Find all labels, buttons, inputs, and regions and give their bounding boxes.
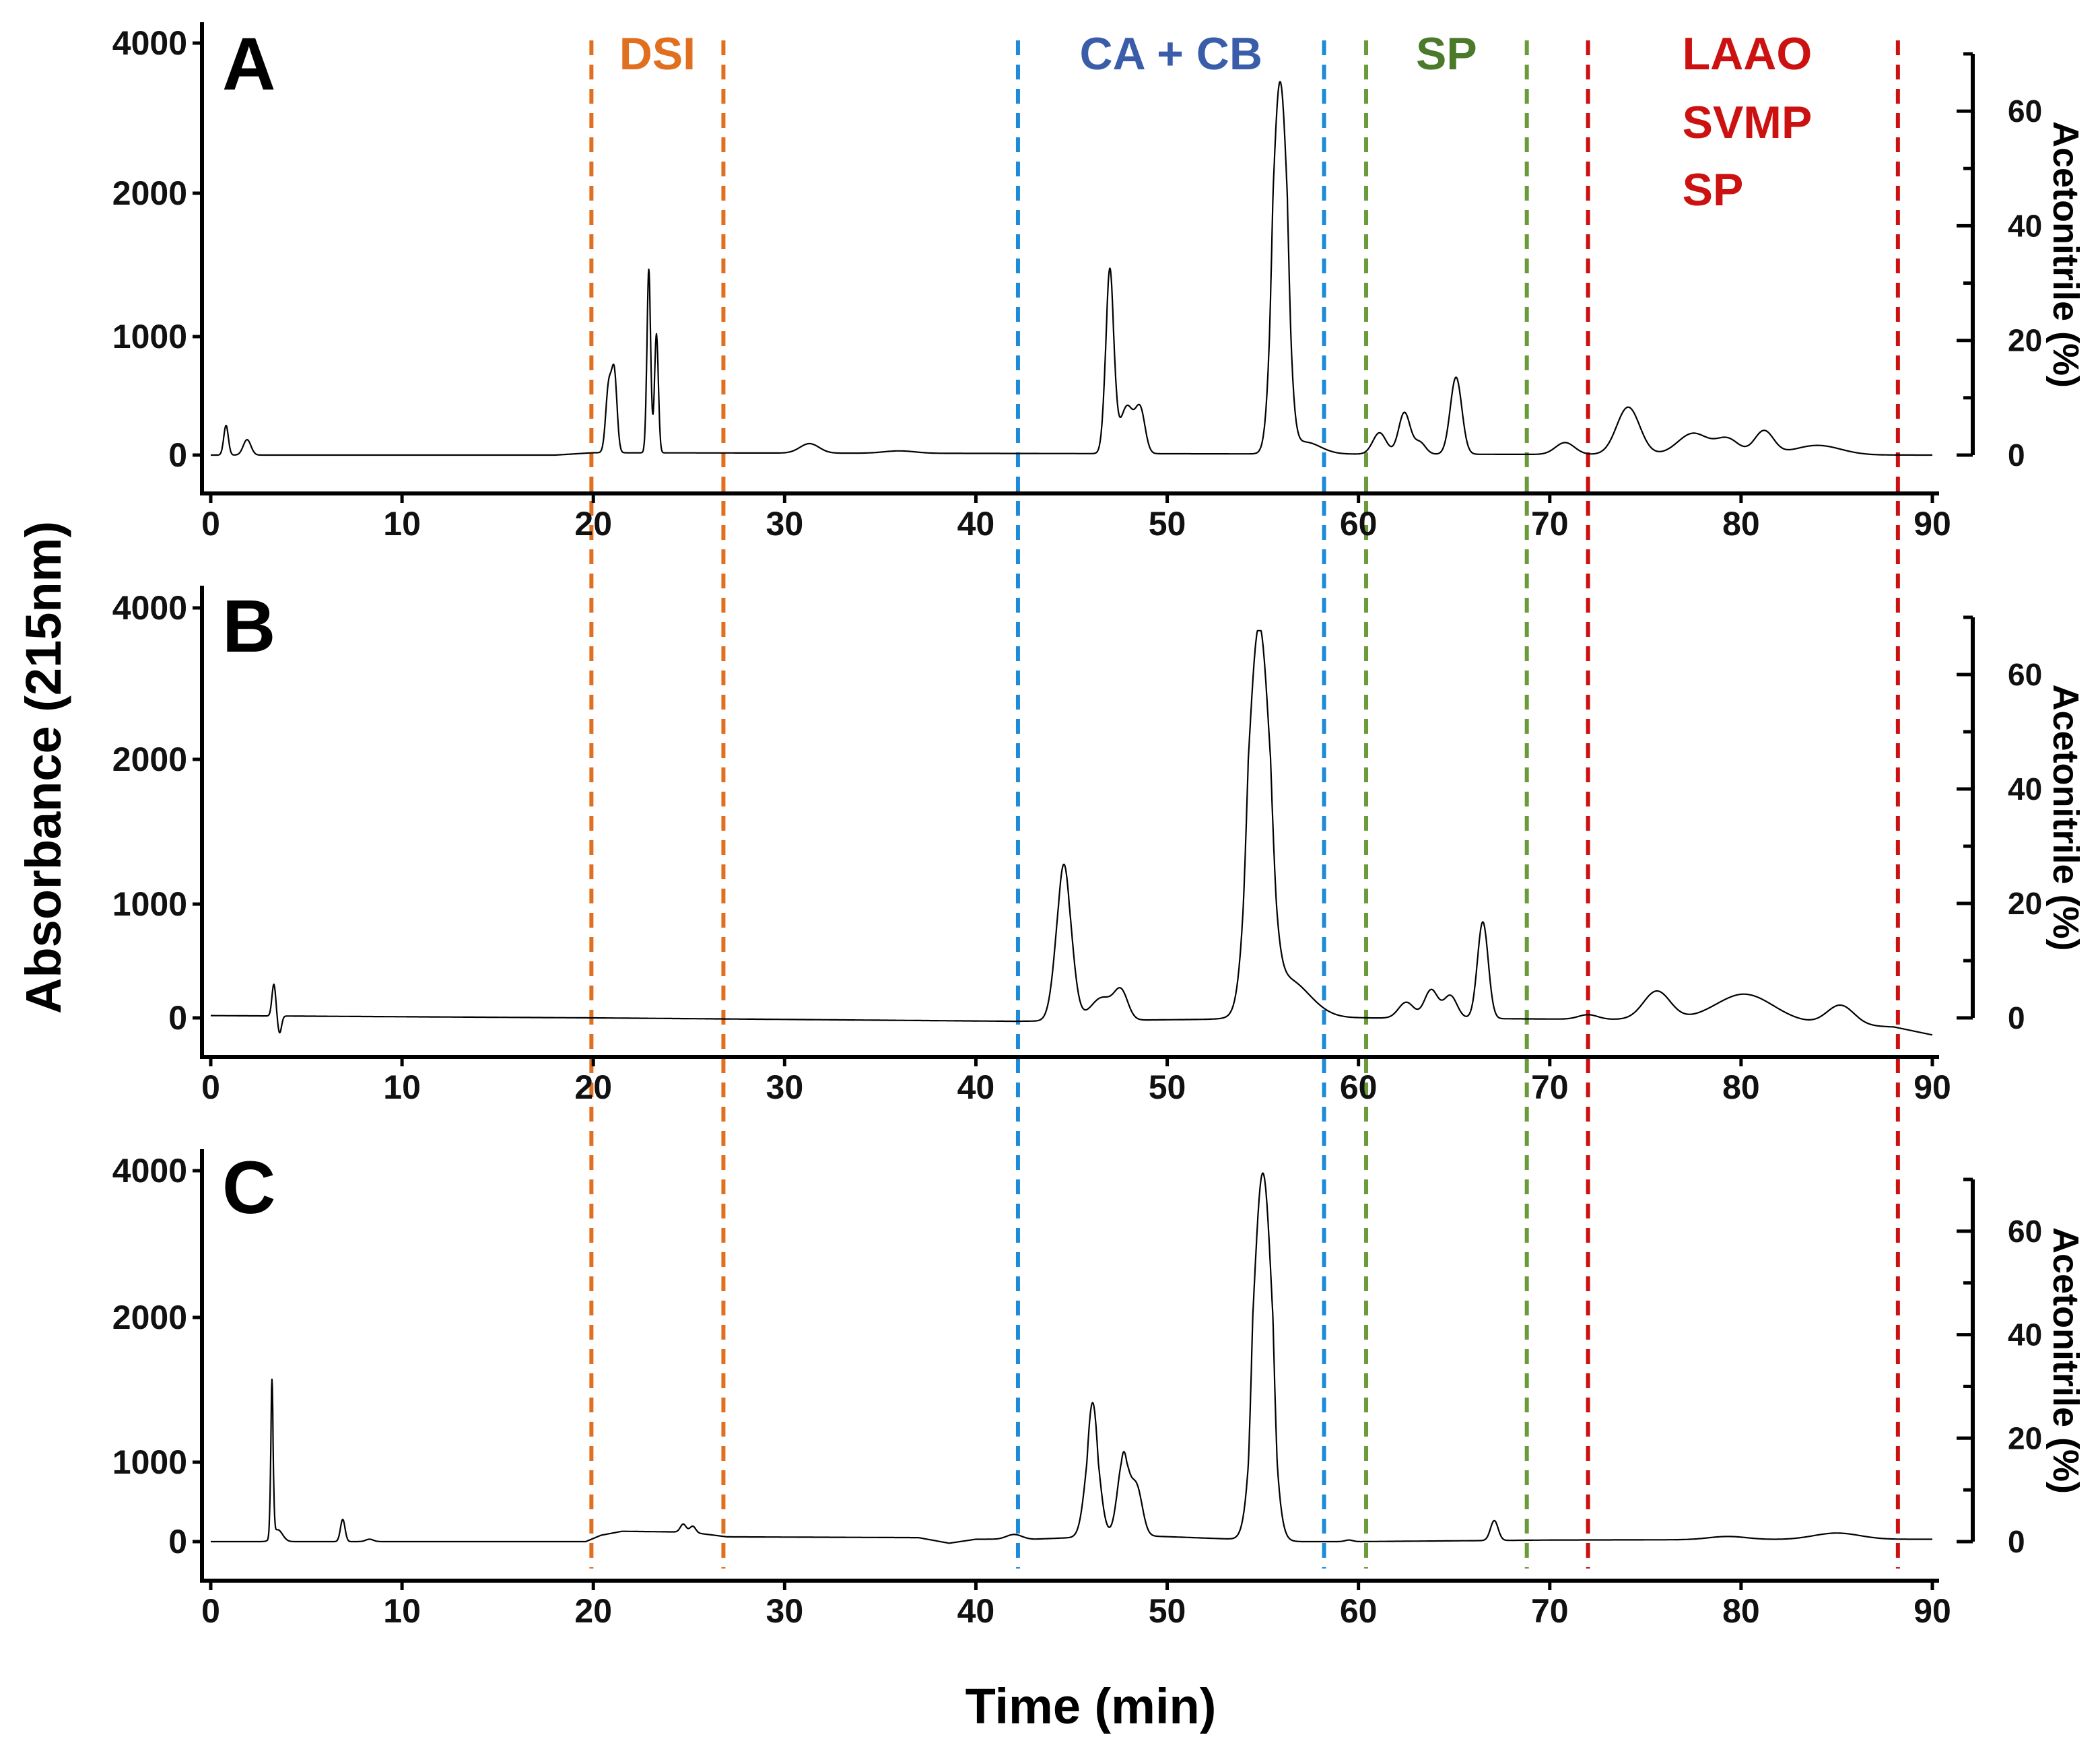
x-tick-label: 80	[1722, 505, 1760, 543]
x-tick-label: 30	[766, 505, 804, 543]
right-tick-label: 40	[2008, 771, 2042, 806]
y-tick-label: 1000	[112, 885, 187, 923]
y-tick-label: 1000	[112, 1443, 187, 1481]
x-tick-label: 60	[1340, 1592, 1378, 1630]
right-tick-label: 0	[2008, 1000, 2025, 1035]
y-tick-label: 0	[168, 999, 187, 1037]
x-tick-label: 30	[766, 1068, 804, 1106]
right-tick-label: 60	[2008, 1214, 2042, 1249]
x-tick-label: 40	[957, 505, 995, 543]
chromatogram-trace	[210, 629, 1933, 1036]
x-tick-label: 90	[1913, 505, 1951, 543]
x-tick-label: 30	[766, 1592, 804, 1630]
region-label: SP	[1683, 164, 1744, 215]
right-tick-label: 40	[2008, 1317, 2042, 1352]
region-label: DSI	[619, 28, 696, 79]
x-tick-label: 70	[1531, 1068, 1569, 1106]
x-axis-title: Time (min)	[966, 1678, 1217, 1734]
right-tick-label: 60	[2008, 94, 2042, 129]
panel-label: A	[222, 23, 275, 106]
y-tick-label: 4000	[112, 1152, 187, 1190]
y-tick-label: 4000	[112, 589, 187, 627]
x-tick-label: 60	[1340, 505, 1378, 543]
y-tick-label: 4000	[112, 24, 187, 62]
region-label: SVMP	[1683, 97, 1813, 148]
panel-label: C	[222, 1146, 275, 1229]
right-axis-title: Acetonitrile (%)	[2045, 684, 2086, 951]
right-tick-label: 20	[2008, 886, 2042, 921]
x-tick-label: 80	[1722, 1592, 1760, 1630]
right-tick-label: 60	[2008, 657, 2042, 692]
x-tick-label: 20	[574, 1592, 612, 1630]
right-tick-label: 20	[2008, 1420, 2042, 1455]
right-tick-label: 0	[2008, 438, 2025, 473]
y-tick-label: 2000	[112, 741, 187, 778]
right-tick-label: 40	[2008, 208, 2042, 243]
x-tick-label: 10	[383, 1592, 421, 1630]
right-axis-title: Acetonitrile (%)	[2045, 121, 2086, 388]
y-tick-label: 1000	[112, 318, 187, 355]
x-tick-label: 70	[1531, 1592, 1569, 1630]
x-tick-label: 0	[201, 505, 220, 543]
x-tick-label: 20	[574, 1068, 612, 1106]
x-tick-label: 20	[574, 505, 612, 543]
x-tick-label: 90	[1913, 1068, 1951, 1106]
y-tick-label: 2000	[112, 174, 187, 212]
x-tick-label: 0	[201, 1592, 220, 1630]
region-label: CA + CB	[1080, 28, 1262, 79]
x-tick-label: 10	[383, 1068, 421, 1106]
region-label: SP	[1416, 28, 1477, 79]
y-tick-label: 2000	[112, 1299, 187, 1336]
x-tick-label: 50	[1149, 1068, 1186, 1106]
chromatogram-trace	[210, 1172, 1933, 1544]
y-axis-title: Absorbance (215nm)	[15, 521, 71, 1014]
x-tick-label: 80	[1722, 1068, 1760, 1106]
x-tick-label: 90	[1913, 1592, 1951, 1630]
x-tick-label: 50	[1149, 505, 1186, 543]
right-tick-label: 20	[2008, 323, 2042, 358]
right-tick-label: 0	[2008, 1524, 2025, 1559]
x-tick-label: 10	[383, 505, 421, 543]
right-axis-title: Acetonitrile (%)	[2045, 1227, 2086, 1494]
panel-label: B	[222, 585, 275, 668]
y-tick-label: 0	[168, 436, 187, 474]
x-tick-label: 70	[1531, 505, 1569, 543]
x-tick-label: 60	[1340, 1068, 1378, 1106]
region-label: LAAO	[1683, 28, 1813, 79]
x-tick-label: 40	[957, 1068, 995, 1106]
x-tick-label: 50	[1149, 1592, 1186, 1630]
chromatogram-trace	[210, 81, 1933, 456]
x-tick-label: 40	[957, 1592, 995, 1630]
x-tick-label: 0	[201, 1068, 220, 1106]
y-tick-label: 0	[168, 1523, 187, 1560]
